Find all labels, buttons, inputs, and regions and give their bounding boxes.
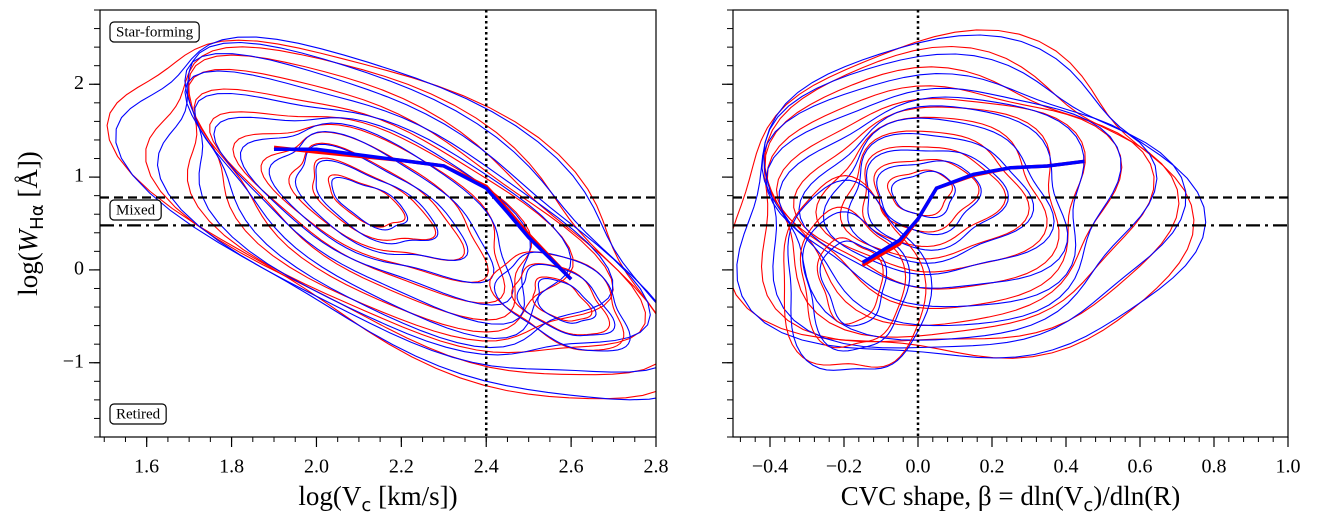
x-tick-label: 1.0	[1276, 456, 1301, 478]
annotation-box	[109, 403, 167, 425]
annotation-box	[109, 199, 162, 221]
contour	[294, 143, 469, 261]
contour	[819, 240, 888, 327]
x-label-part: V	[342, 481, 362, 511]
contour	[184, 70, 614, 349]
contour	[115, 36, 656, 401]
contour	[209, 111, 533, 321]
contour	[516, 263, 616, 337]
x-tick-label: 1.8	[219, 456, 244, 478]
contour	[145, 46, 656, 376]
contour	[511, 263, 611, 336]
contour	[798, 105, 1069, 289]
x-tick-label: 0.4	[1054, 456, 1079, 478]
contour	[865, 149, 1009, 251]
x-tick-label: −0.4	[752, 456, 788, 478]
annotation-box	[109, 21, 200, 43]
y-tick-label: 1	[74, 165, 84, 187]
contour	[839, 130, 1030, 260]
x-tick-label: 1.6	[134, 456, 159, 478]
y-axis-label: log(WHα [Å])	[13, 151, 48, 296]
y-tick-label: 2	[74, 72, 84, 94]
contour	[816, 237, 884, 325]
contour	[799, 206, 907, 349]
annotation: Retired	[116, 406, 161, 422]
contour	[315, 159, 439, 245]
y-label-part: Hα	[27, 204, 48, 229]
x-tick-label: 2.0	[304, 456, 329, 478]
x-label-part: c	[361, 495, 371, 516]
contour	[760, 45, 1180, 343]
contour	[186, 54, 646, 354]
contour	[876, 160, 982, 236]
contour	[331, 176, 409, 231]
x-label-part: c	[1083, 495, 1093, 516]
x-tick-label: 0.6	[1128, 456, 1153, 478]
panel	[733, 10, 1288, 437]
x-tick-label: 2.2	[389, 456, 414, 478]
contour	[493, 251, 631, 352]
contour	[822, 117, 1055, 276]
contour	[761, 73, 1158, 341]
x-tick-label: 0.2	[980, 456, 1005, 478]
contour	[778, 96, 1085, 308]
contour	[156, 41, 656, 373]
contour	[733, 29, 1195, 359]
contour	[787, 179, 933, 371]
x-tick-label: −0.2	[826, 456, 862, 478]
contour	[232, 123, 506, 304]
median-line	[861, 159, 1085, 264]
x-label-part: [km/s])	[371, 481, 457, 511]
x-label-part: CVC shape, β = dln(V	[841, 481, 1084, 511]
contour	[312, 157, 437, 241]
plot-frame	[99, 9, 657, 438]
median-line	[274, 147, 573, 281]
contour	[327, 174, 406, 228]
y-label-part: log(	[13, 252, 43, 296]
plot-frame	[732, 9, 1289, 438]
contour	[537, 277, 597, 324]
contour	[194, 92, 572, 340]
x-tick-label: 2.8	[644, 456, 669, 478]
contour	[873, 158, 980, 233]
x-tick-label: 0.8	[1202, 456, 1227, 478]
x-label-part: log(	[298, 481, 342, 511]
contour	[802, 211, 911, 352]
x-tick-label: 0.0	[906, 456, 931, 478]
contour	[775, 98, 1086, 309]
x-tick-label: 2.6	[559, 456, 584, 478]
contour	[763, 53, 1187, 349]
contour	[288, 142, 465, 261]
contour	[489, 251, 625, 351]
contour	[783, 175, 927, 368]
contour	[193, 88, 574, 333]
contour	[184, 53, 651, 356]
x-axis-label: log(Vc [km/s])	[298, 481, 457, 516]
y-label-part: W	[13, 227, 43, 252]
y-label-part: [Å])	[13, 151, 43, 204]
contour	[890, 170, 956, 219]
contour	[213, 116, 531, 325]
annotation: Mixed	[116, 202, 156, 218]
x-tick-label: 2.4	[474, 456, 499, 478]
panel	[100, 10, 656, 437]
contour	[766, 85, 1123, 327]
contour	[886, 169, 954, 217]
contour	[765, 87, 1122, 327]
y-tick-label: 0	[74, 258, 84, 280]
x-label-part: )/dln(R)	[1093, 481, 1180, 511]
x-axis-label: CVC shape, β = dln(Vc)/dln(R)	[841, 481, 1181, 516]
y-tick-label: −1	[63, 350, 84, 372]
annotation: Star-forming	[116, 24, 194, 40]
contour	[736, 34, 1207, 359]
contour	[106, 39, 656, 400]
contour	[532, 276, 593, 322]
